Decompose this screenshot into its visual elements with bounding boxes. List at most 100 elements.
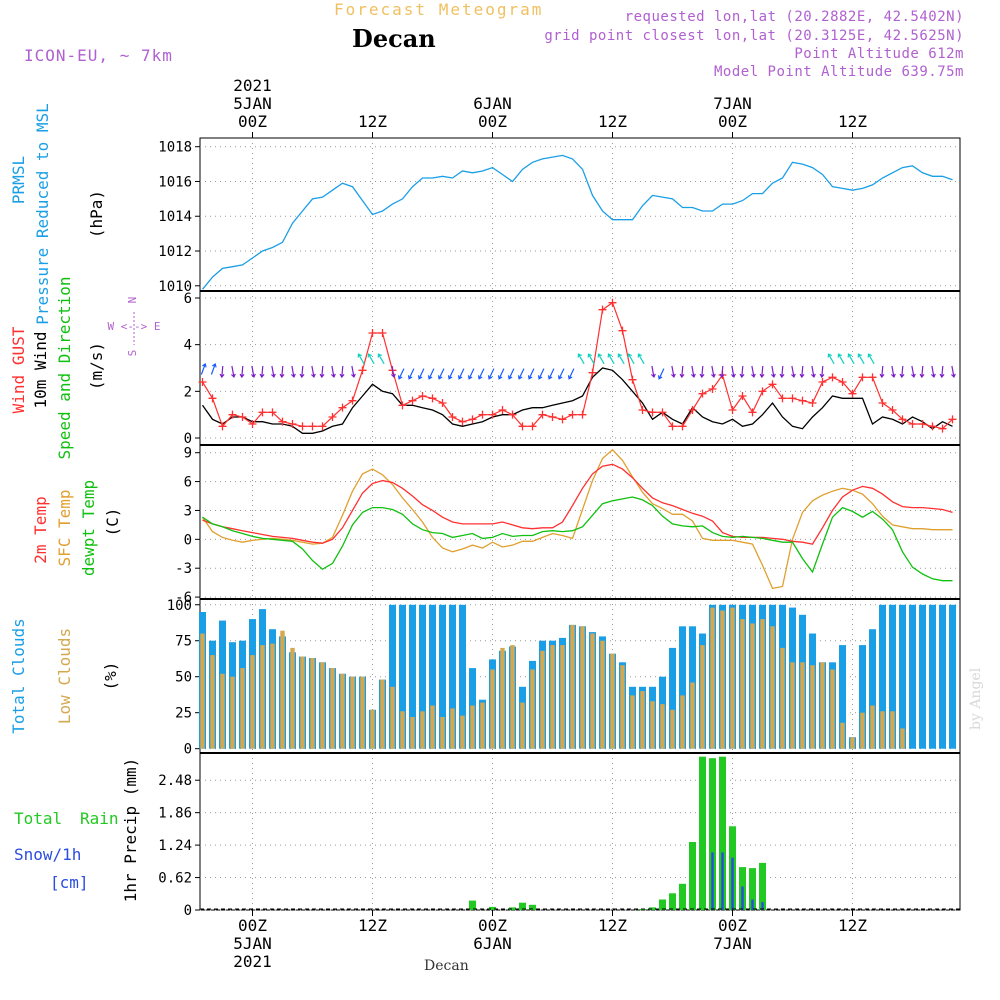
low-cloud-bar (760, 619, 765, 749)
bottom-time-label: 00Z (238, 916, 267, 935)
gust-marker (538, 410, 547, 419)
gust-marker (228, 410, 237, 419)
wind-direction-arrow (650, 365, 656, 379)
wind-direction-arrow (457, 368, 465, 380)
low-cloud-bar (730, 607, 735, 749)
temp-unit-label: (C) (103, 508, 122, 537)
wind-direction-arrow (219, 365, 225, 379)
total-cloud-bar (419, 604, 426, 749)
gust-marker (638, 406, 647, 414)
gust-marker (768, 380, 777, 389)
rain-bar (509, 907, 516, 910)
wind-direction-arrow (819, 365, 825, 379)
bottom-time-label: 7JAN (713, 934, 752, 953)
wind-10m-label: 10m Wind (31, 331, 50, 408)
low-cloud-bar (420, 711, 425, 749)
wind-direction-arrow (810, 365, 816, 379)
gust-marker (508, 410, 517, 419)
wind-direction-arrow (779, 365, 785, 379)
low-cloud-bar (410, 717, 415, 749)
total-cloud-bar (669, 647, 676, 749)
low-cloud-bar (220, 673, 225, 749)
y-tick-label: 0 (184, 532, 192, 548)
total-clouds-label: Total Clouds (9, 618, 28, 734)
low-cloud-bar (380, 679, 385, 749)
top-time-label: 12Z (838, 112, 867, 131)
low-cloud-bar (250, 655, 255, 749)
low-cloud-bar (350, 676, 355, 749)
wind-direction-arrow (477, 368, 485, 380)
sfc-temp-line (201, 448, 953, 590)
gust-marker (658, 408, 667, 417)
wind-direction-arrow (637, 353, 645, 365)
gust-marker (898, 415, 907, 424)
low-cloud-bar (830, 669, 835, 749)
wind-direction-arrow (350, 365, 356, 379)
rain-bar (759, 862, 766, 910)
wind-direction-arrow (719, 365, 725, 379)
low-cloud-bar (310, 658, 315, 749)
clouds-unit-label: (%) (101, 662, 120, 691)
point-altitude: Point Altitude 612m (794, 46, 964, 62)
gust-marker (708, 385, 717, 393)
low-cloud-bar (840, 722, 845, 749)
gust-marker (678, 422, 687, 431)
gust-marker (878, 399, 887, 407)
total-cloud-bar (399, 604, 406, 749)
wind-direction-arrow (250, 365, 256, 379)
total-cloud-bar (839, 645, 846, 749)
rain-label: Rain (80, 809, 119, 828)
total-cloud-bar (439, 604, 446, 749)
y-tick-label: 1016 (158, 174, 192, 190)
low-cloud-bar (800, 662, 805, 749)
station-title: Decan (352, 24, 436, 53)
gust-marker (268, 408, 277, 417)
wind-direction-arrow (597, 353, 605, 365)
snow-bar (731, 857, 734, 910)
dewpoint-line (202, 496, 953, 582)
low-cloud-bar (430, 705, 435, 749)
bottom-time-label: 12Z (598, 916, 627, 935)
gust-marker (278, 417, 287, 426)
gust-marker (478, 410, 487, 419)
wind-direction-arrow (919, 365, 925, 379)
y-tick-label: 4 (184, 338, 192, 354)
bottom-time-label: 12Z (358, 916, 387, 935)
y-tick-label: 2 (184, 384, 192, 400)
low-cloud-bar (320, 662, 325, 749)
y-tick-label: 1012 (158, 244, 192, 260)
total-cloud-bar (409, 604, 416, 749)
total-cloud-bar (919, 604, 926, 749)
pressure-panel: 1010 1012 1014 1016 1018 (158, 137, 961, 295)
wind-gust-line (201, 301, 953, 430)
low-cloud-bar (750, 623, 755, 749)
wind-direction-arrow (837, 353, 845, 365)
low-cloud-bar (480, 702, 485, 749)
rain-bar (649, 907, 656, 910)
top-time-label: 12Z (598, 112, 627, 131)
low-cloud-bar (890, 711, 895, 749)
rain-bar (679, 883, 686, 910)
gust-marker (618, 326, 627, 335)
gust-marker (198, 378, 207, 386)
low-cloud-bar (540, 650, 545, 749)
total-cloud-bar (429, 604, 436, 749)
gust-marker (448, 413, 457, 421)
gust-marker (608, 298, 617, 307)
gust-marker (288, 420, 297, 428)
low-cloud-bar (700, 645, 705, 749)
rain-bar (659, 899, 666, 910)
low-cloud-bar (560, 645, 565, 749)
wind-direction-arrow (910, 365, 916, 379)
wind-direction-arrow (447, 368, 455, 380)
low-cloud-bar (270, 643, 275, 749)
total-cloud-bar (909, 604, 916, 749)
top-time-label: 00Z (238, 112, 267, 131)
wind-direction-arrow (770, 365, 776, 379)
wind-direction-arrow (657, 368, 665, 380)
low-cloud-bar (260, 645, 265, 749)
wind-direction-arrow (617, 353, 625, 365)
wind-direction-arrow (890, 365, 896, 379)
temp-2m-label: 2m Temp (31, 496, 50, 563)
wind-direction-arrow (627, 353, 635, 365)
